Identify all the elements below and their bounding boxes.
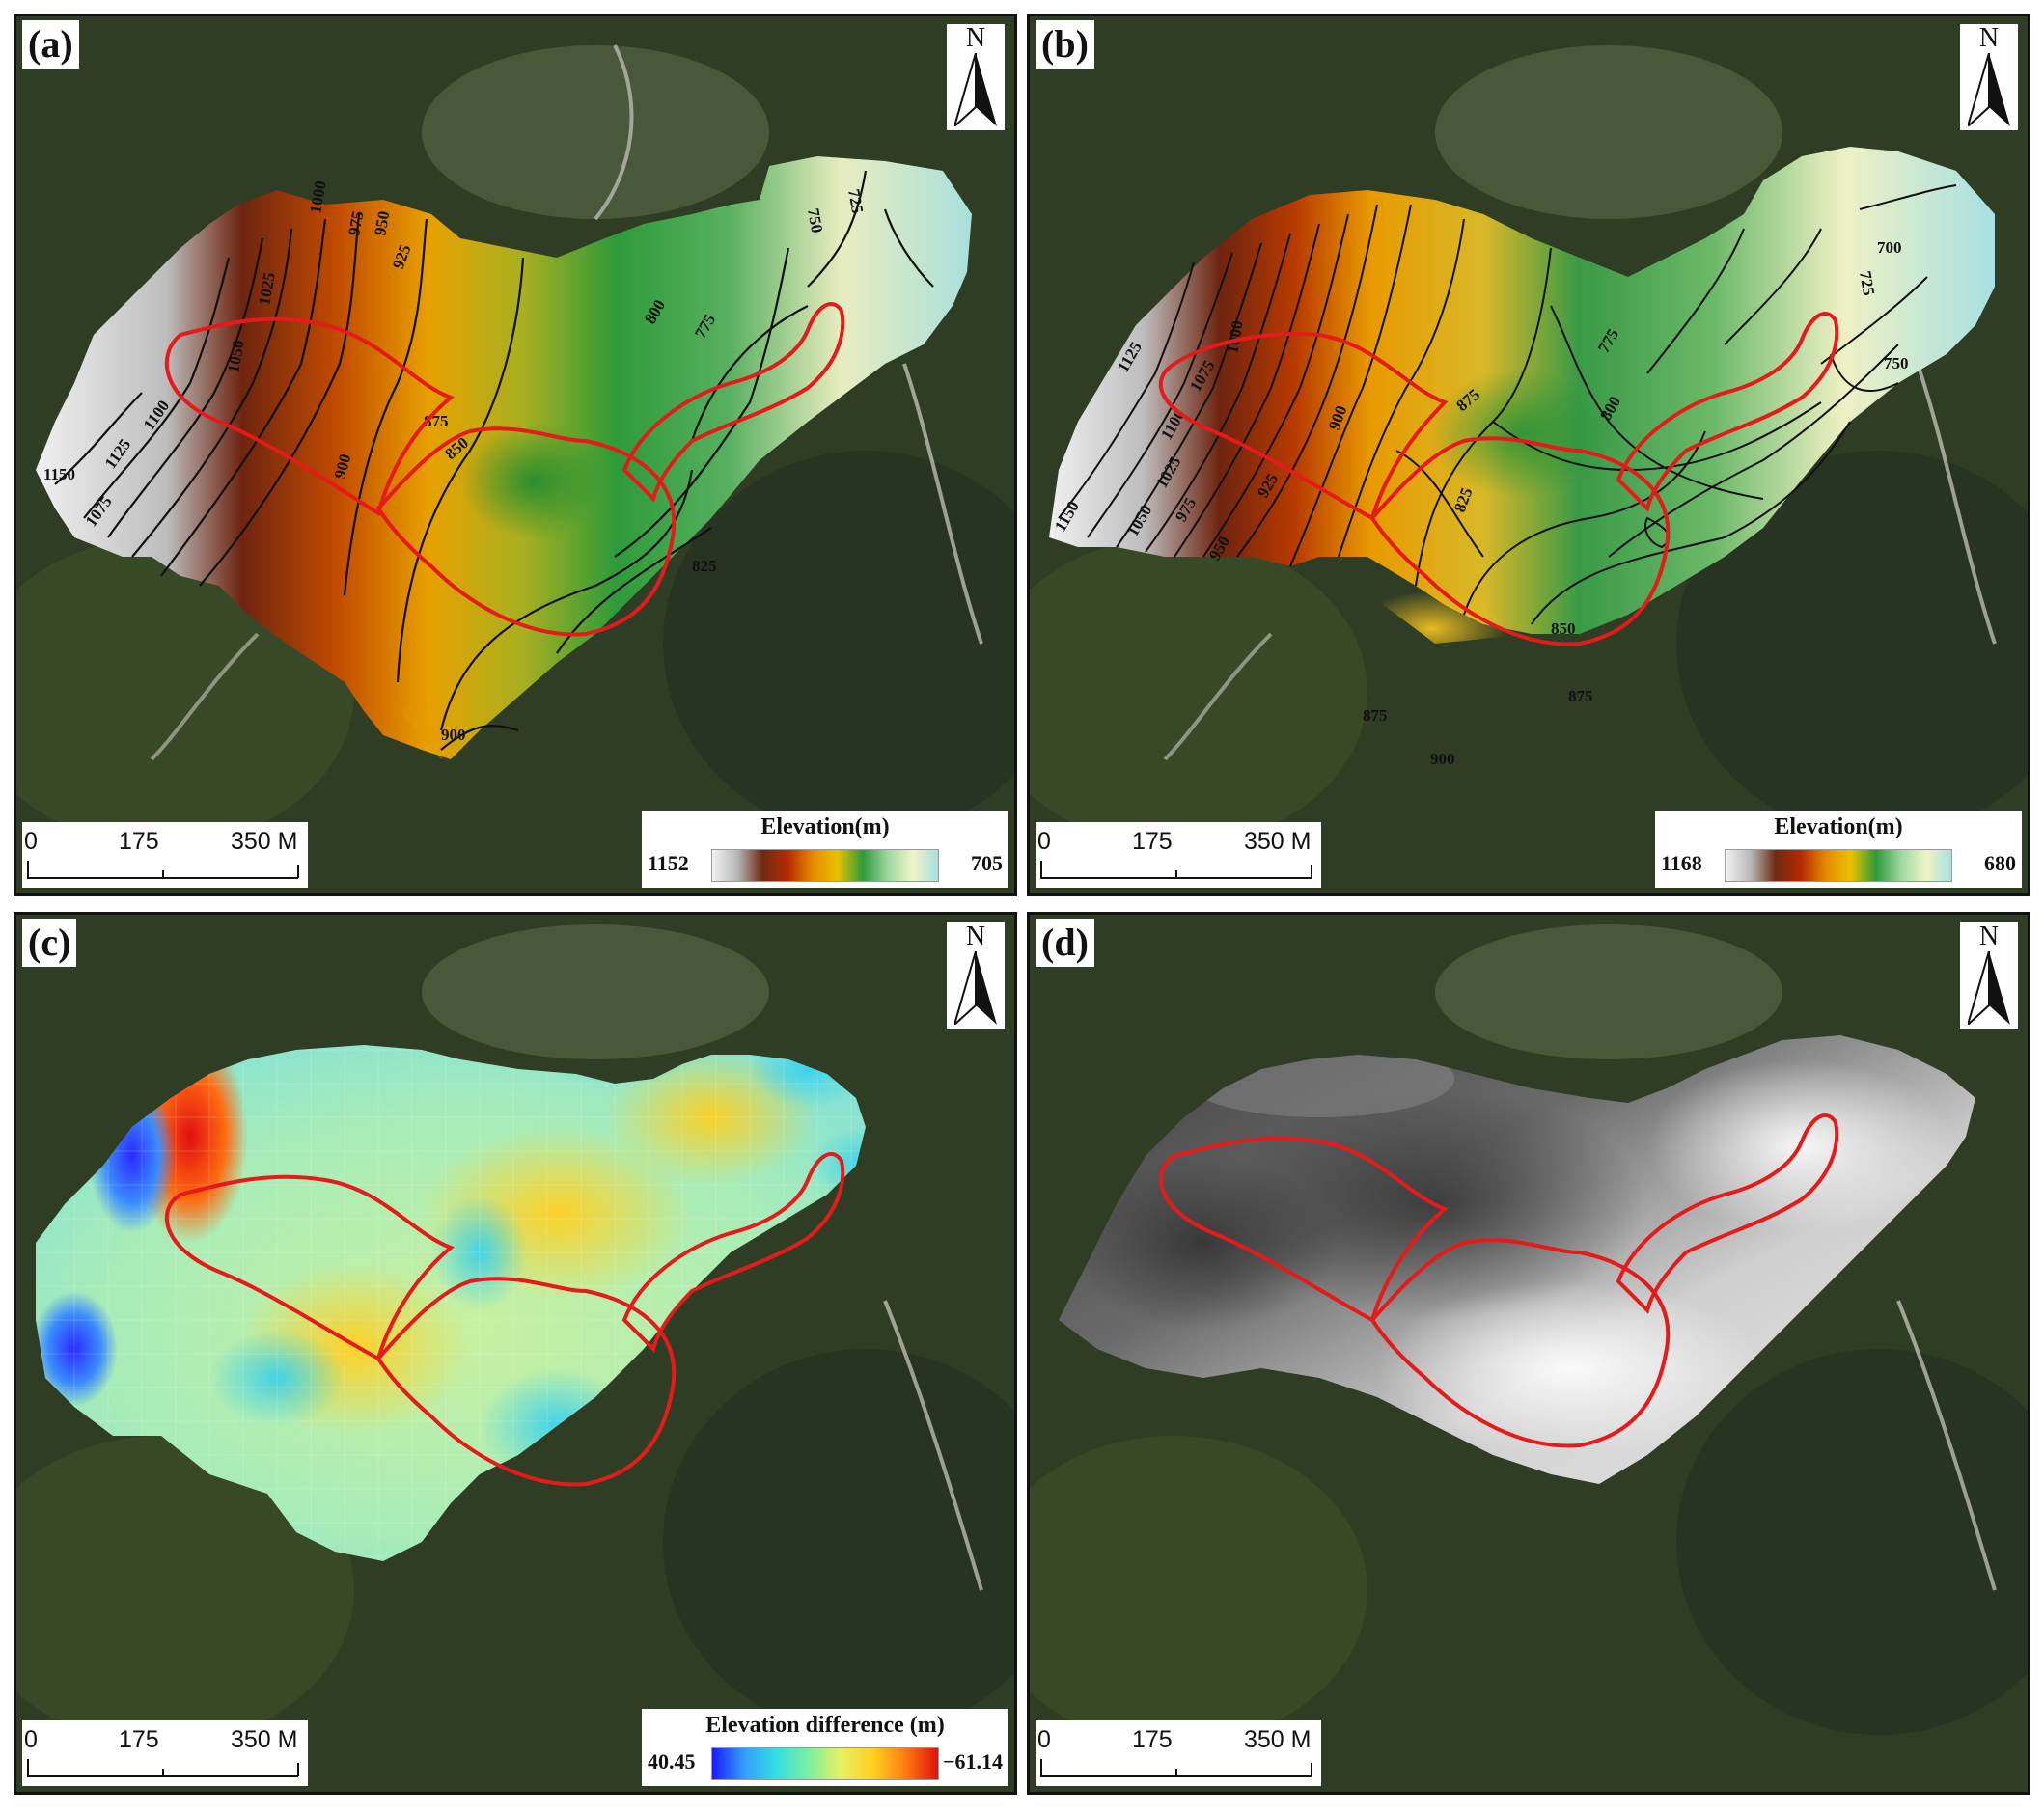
legend-max-label: 705 bbox=[971, 851, 1003, 875]
contour-label: 700 bbox=[1877, 238, 1902, 257]
north-letter: N bbox=[1978, 921, 2000, 951]
legend-color-ramp bbox=[711, 1747, 939, 1780]
scale-tick: 350 M bbox=[231, 1726, 298, 1753]
legend-title: Elevation(m) bbox=[760, 814, 890, 839]
north-arrow-icon bbox=[1968, 951, 2010, 1025]
north-arrow-icon bbox=[954, 53, 997, 126]
contour-label: 850 bbox=[1551, 619, 1576, 638]
scale-tick: 0 bbox=[24, 828, 38, 855]
map-c bbox=[16, 915, 1014, 1792]
panel-d: (d) N 0 175 350 M bbox=[1027, 912, 2030, 1795]
scale-tick: 175 bbox=[119, 828, 159, 855]
scale-tick: 0 bbox=[1037, 1726, 1051, 1753]
legend-max-label: 680 bbox=[1984, 851, 2016, 875]
elevation-legend: Elevation(m) 1168 680 bbox=[1655, 811, 2022, 888]
legend-color-ramp bbox=[711, 849, 939, 882]
hillshade-surface bbox=[1059, 1035, 1975, 1484]
panel-label: (a) bbox=[22, 20, 79, 69]
contour-lines-a bbox=[54, 170, 934, 751]
scale-tick: 0 bbox=[1037, 828, 1051, 855]
difference-legend: Elevation difference (m) 40.45 −61.14 bbox=[642, 1709, 1008, 1786]
scale-tick: 350 M bbox=[231, 828, 298, 855]
contour-label: 975 bbox=[345, 209, 367, 236]
landslide-boundaries-d bbox=[1158, 1113, 1839, 1448]
contour-label: 750 bbox=[804, 206, 826, 234]
contour-label: 875 bbox=[1568, 687, 1593, 705]
legend-min-label: 1152 bbox=[648, 851, 689, 875]
contour-label: 1150 bbox=[43, 465, 75, 483]
scale-bar: 0 175 350 M bbox=[22, 822, 308, 888]
north-arrow: N bbox=[947, 922, 1005, 1029]
elevation-legend: Elevation(m) 1152 705 bbox=[642, 811, 1008, 888]
contour-label: 900 bbox=[1430, 750, 1455, 768]
legend-max-label: −61.14 bbox=[942, 1749, 1003, 1773]
scale-bar: 0 175 350 M bbox=[1036, 1720, 1321, 1786]
scale-tick: 350 M bbox=[1244, 1726, 1312, 1753]
scale-bar: 0 175 350 M bbox=[22, 1720, 308, 1786]
scale-tick: 175 bbox=[119, 1726, 159, 1753]
landslide-boundaries-b bbox=[1158, 312, 1839, 646]
map-a: 1150 1125 1100 1075 1050 1025 1000 975 9… bbox=[16, 16, 1014, 893]
panel-label: (c) bbox=[22, 919, 77, 967]
contour-label: 875 bbox=[1363, 706, 1388, 725]
contour-label: 825 bbox=[692, 557, 717, 575]
north-letter: N bbox=[965, 921, 986, 951]
north-arrow-icon bbox=[1968, 53, 2010, 126]
north-arrow: N bbox=[1960, 24, 2018, 130]
scale-tick: 0 bbox=[24, 1726, 38, 1753]
map-b: 1150 1125 1100 1075 1050 1025 1000 975 9… bbox=[1030, 16, 2028, 893]
panel-label: (d) bbox=[1036, 919, 1094, 967]
contour-lines-b bbox=[1058, 184, 1957, 625]
legend-title: Elevation difference (m) bbox=[705, 1713, 945, 1738]
north-arrow: N bbox=[947, 24, 1005, 130]
scale-tick: 175 bbox=[1132, 1726, 1173, 1753]
legend-color-ramp bbox=[1725, 849, 1952, 882]
legend-min-label: 1168 bbox=[1661, 851, 1702, 875]
panel-b: 1150 1125 1100 1075 1050 1025 1000 975 9… bbox=[1027, 14, 2030, 896]
panel-a: 1150 1125 1100 1075 1050 1025 1000 975 9… bbox=[14, 14, 1017, 896]
north-arrow-icon bbox=[954, 951, 997, 1025]
landslide-boundaries-a bbox=[164, 302, 845, 637]
panel-label: (b) bbox=[1036, 20, 1094, 69]
legend-title: Elevation(m) bbox=[1774, 814, 1903, 839]
contour-label: 725 bbox=[844, 187, 867, 214]
scale-tick: 175 bbox=[1132, 828, 1173, 855]
north-letter: N bbox=[965, 23, 986, 53]
north-arrow: N bbox=[1960, 922, 2018, 1029]
panel-c: (c) N 0 175 350 M Elevation difference (… bbox=[14, 912, 1017, 1795]
landslide-boundaries-c bbox=[164, 1152, 845, 1487]
map-d bbox=[1030, 915, 2028, 1792]
contour-label: 900 bbox=[441, 726, 466, 744]
legend-min-label: 40.45 bbox=[648, 1749, 696, 1773]
scale-tick: 350 M bbox=[1244, 828, 1312, 855]
contour-label: 725 bbox=[1856, 269, 1878, 296]
north-letter: N bbox=[1978, 23, 2000, 53]
contour-label: 750 bbox=[1884, 354, 1909, 372]
scale-bar: 0 175 350 M bbox=[1036, 822, 1321, 888]
contour-label: 950 bbox=[371, 209, 393, 236]
